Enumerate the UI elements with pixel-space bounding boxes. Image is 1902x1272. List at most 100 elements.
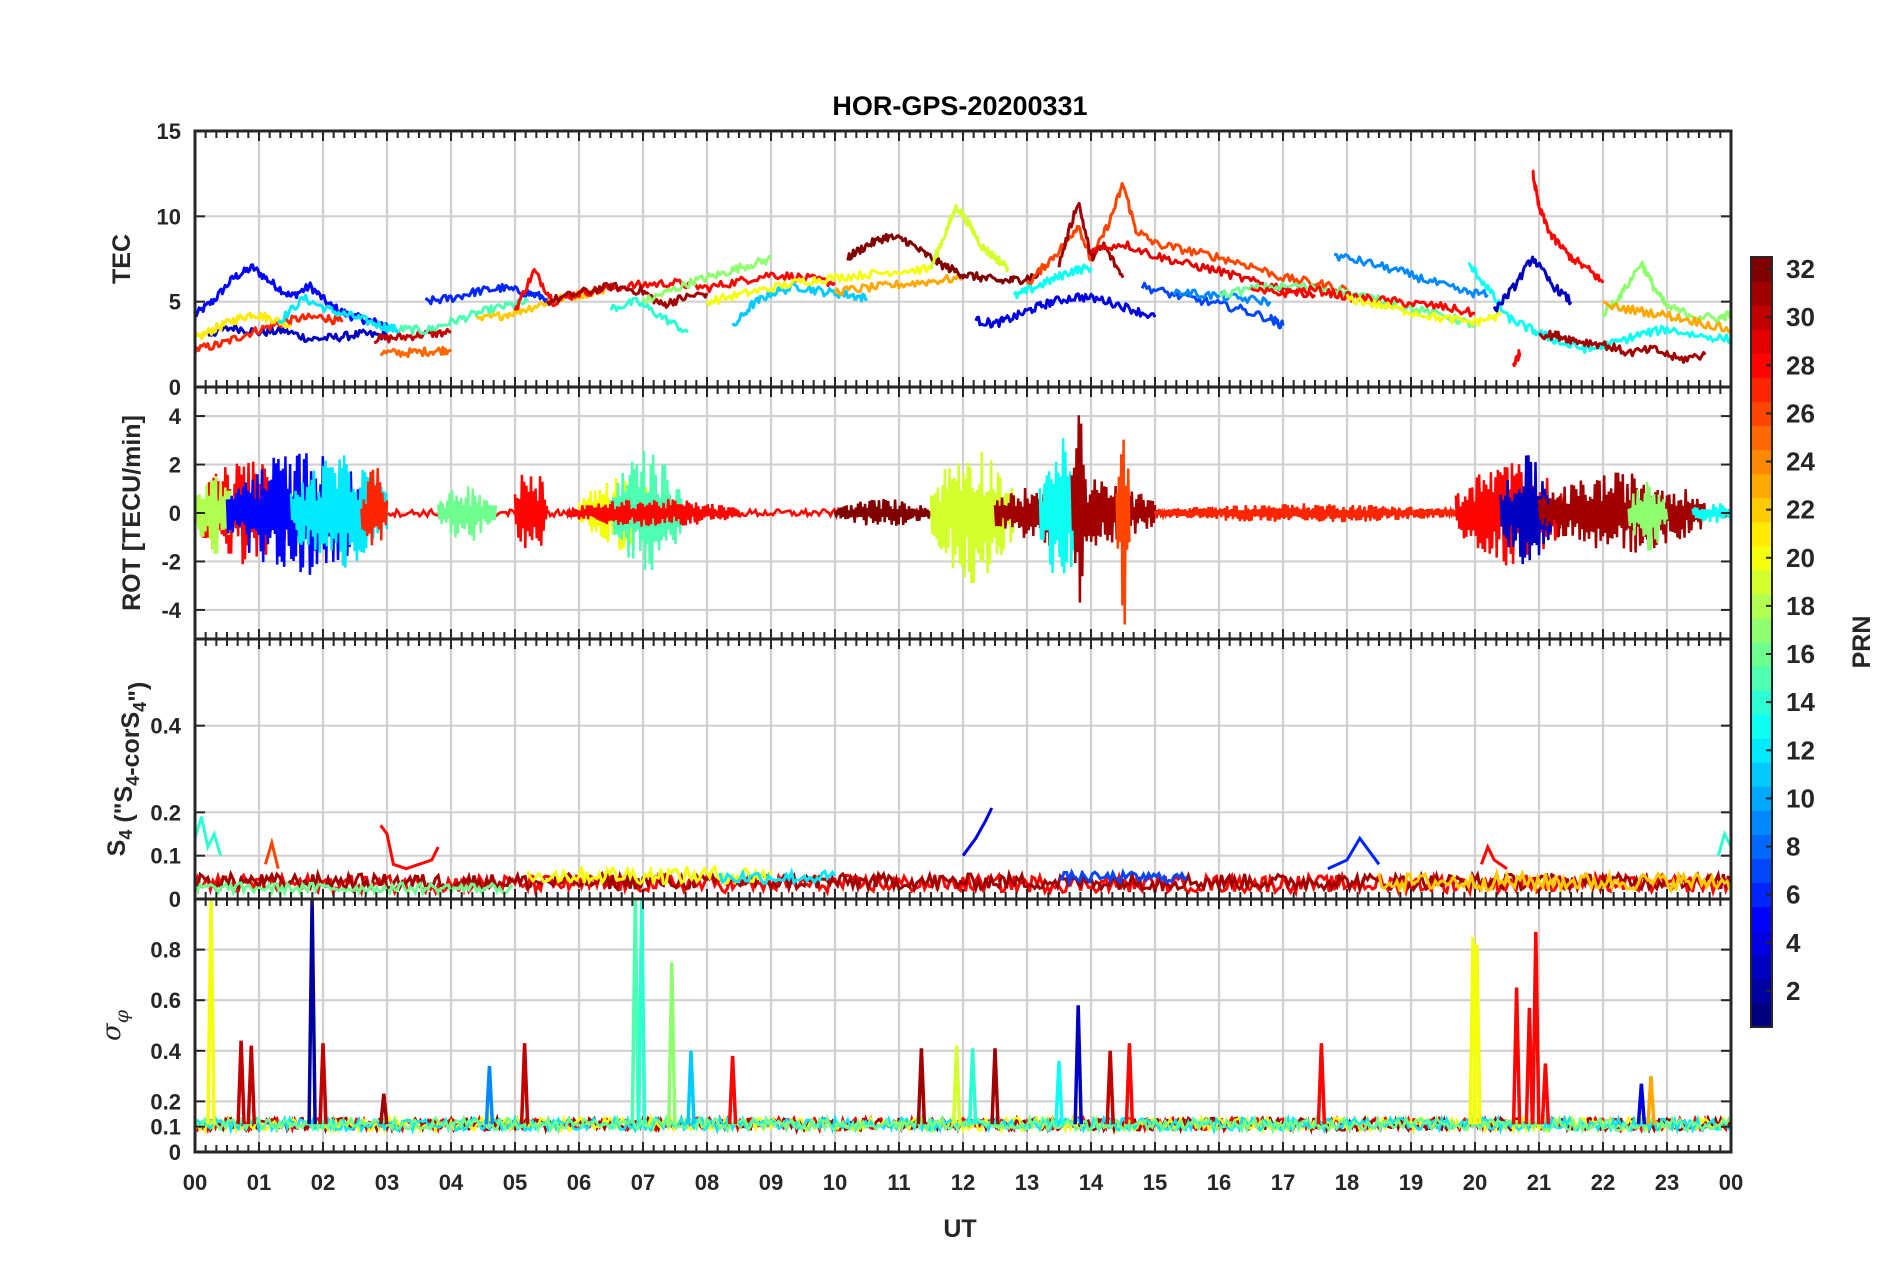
- s4-event-prn-28: [379, 824, 440, 871]
- y-tick-label: -4: [161, 598, 181, 623]
- colorbar-swatch-prn-31: [1751, 281, 1772, 306]
- sigma-spike-prn-30: [519, 1043, 530, 1125]
- colorbar-swatch-prn-29: [1751, 329, 1772, 354]
- tec-trace-prn-31: [545, 281, 709, 309]
- x-tick-label: 16: [1207, 1170, 1231, 1195]
- sigma-spike-prn-20: [1472, 944, 1482, 1125]
- tec-trace-prn-31: [1538, 329, 1707, 364]
- tec-trace-prn-17: [1601, 260, 1731, 324]
- y-tick-label: 0.4: [150, 714, 181, 739]
- x-tick-label: 21: [1527, 1170, 1551, 1195]
- x-tick-label: 20: [1463, 1170, 1487, 1195]
- s4-event-prn-28: [1479, 843, 1508, 870]
- colorbar-tick-label: 30: [1786, 302, 1815, 332]
- colorbar-swatch-prn-26: [1751, 401, 1772, 426]
- tec-trace-prn-25: [379, 345, 453, 359]
- y-tick-label: 0: [169, 375, 181, 400]
- sigma-spike-prn-14: [967, 1048, 978, 1125]
- s4-event-prn-6: [1327, 835, 1381, 871]
- colorbar-swatch-prn-30: [1751, 305, 1772, 330]
- y-axis-title-s4: S4 ("S4-corS4"): [103, 682, 152, 857]
- colorbar-swatch-prn-17: [1751, 617, 1772, 643]
- colorbar-tick-label: 32: [1786, 254, 1815, 284]
- tec-trace-prn-28: [513, 268, 836, 312]
- panel-s4: 0 0.1 0.2 0.4S4 ("S4-corS4"): [103, 637, 1733, 912]
- tec-trace-prn-32: [846, 232, 1042, 286]
- sigma-spike-prn-11: [686, 1050, 696, 1125]
- y-tick-label: 0.8: [150, 938, 181, 963]
- sigma-spike-prn-28: [1540, 1063, 1551, 1125]
- tec-trace-prn-31: [1057, 202, 1125, 279]
- panel-s4-data: [195, 807, 1731, 898]
- colorbar-swatch-prn-24: [1751, 449, 1772, 475]
- tec-trace-prn-19: [929, 204, 1010, 273]
- colorbar-tick-label: 28: [1786, 350, 1815, 380]
- x-tick-label: 03: [375, 1170, 399, 1195]
- panel-sigma-data: [195, 899, 1731, 1136]
- sigma-spike-prn-30: [318, 1043, 328, 1125]
- sigma-spike-prn-28: [1511, 987, 1522, 1125]
- colorbar-tick-label: 2: [1786, 976, 1800, 1006]
- tec-trace-prn-30: [373, 327, 452, 345]
- sigma-spike-prn-28: [1524, 1007, 1535, 1125]
- y-tick-label: 2: [169, 453, 181, 478]
- x-tick-label: 14: [1079, 1170, 1104, 1195]
- sigma-spike-prn-3: [1073, 1005, 1083, 1125]
- colorbar-swatch-prn-2: [1751, 978, 1772, 1004]
- tec-trace-prn-14: [609, 296, 689, 334]
- x-tick-label: 07: [631, 1170, 655, 1195]
- y-tick-label: 0.2: [150, 1089, 181, 1114]
- x-tick-label: 08: [695, 1170, 719, 1195]
- tec-trace-prn-3: [207, 322, 389, 343]
- rot-burst-prn-27: [1153, 503, 1464, 523]
- colorbar-swatch-prn-12: [1751, 738, 1772, 763]
- x-tick-label: 00: [183, 1170, 207, 1195]
- colorbar-swatch-prn-16: [1751, 642, 1772, 667]
- sigma-spike-prn-28: [1124, 1043, 1135, 1125]
- s4-event-prn-14: [1716, 829, 1731, 857]
- y-axis-title-tec: TEC: [108, 234, 136, 284]
- rot-burst-prn-15: [609, 450, 683, 571]
- colorbar-swatch-prn-23: [1751, 473, 1772, 499]
- panel-tec: 0 5 10 15 TEC: [108, 119, 1733, 400]
- sigma-spike-prn-13: [1054, 1060, 1064, 1125]
- y-tick-label: 10: [157, 204, 181, 229]
- tec-trace-prn-3: [1492, 255, 1573, 313]
- colorbar-swatch-prn-32: [1751, 257, 1772, 282]
- tec-trace-prn-15: [398, 297, 530, 336]
- tec-trace-prn-20: [705, 264, 933, 307]
- tec-trace-prn-4: [974, 292, 1157, 329]
- s4-event-prn-26: [263, 836, 280, 870]
- sigma-spike-prn-30: [236, 1040, 246, 1125]
- colorbar-tick-label: 14: [1786, 687, 1815, 717]
- colorbar-swatch-prn-5: [1751, 906, 1772, 932]
- rot-burst-prn-26: [1115, 439, 1131, 625]
- colorbar-swatch-prn-14: [1751, 690, 1772, 715]
- y-tick-label: 0.6: [150, 988, 181, 1013]
- rot-burst-prn-32: [833, 498, 933, 526]
- x-tick-label: 11: [887, 1170, 910, 1195]
- tec-trace-prn-13: [1467, 261, 1731, 354]
- x-tick-label: 17: [1271, 1170, 1295, 1195]
- sigma-spike-prn-9: [484, 1065, 495, 1125]
- colorbar-tick-label: 18: [1786, 591, 1815, 621]
- x-tick-label: 18: [1335, 1170, 1359, 1195]
- colorbar-swatch-prn-28: [1751, 353, 1772, 378]
- colorbar-frame: [1750, 256, 1773, 1028]
- colorbar-tick-label: 24: [1786, 447, 1815, 477]
- colorbar-tick-label: 12: [1786, 735, 1815, 765]
- sigma-spike-prn-4: [1636, 1083, 1647, 1125]
- panel-tec-data: [195, 169, 1731, 368]
- tec-trace-prn-13: [1012, 263, 1093, 300]
- tec-trace-prn-12: [277, 293, 401, 334]
- colorbar-swatch-prn-3: [1751, 954, 1772, 980]
- y-tick-label: 0: [169, 501, 181, 526]
- x-tick-label: 02: [311, 1170, 335, 1195]
- colorbar-swatch-prn-4: [1751, 930, 1772, 956]
- colorbar-tick-label: 10: [1786, 783, 1815, 813]
- x-axis-title: UT: [943, 1215, 976, 1243]
- y-tick-label: 0: [169, 1140, 181, 1165]
- rot-burst-prn-17: [1627, 481, 1669, 551]
- colorbar-swatch-prn-21: [1751, 521, 1772, 547]
